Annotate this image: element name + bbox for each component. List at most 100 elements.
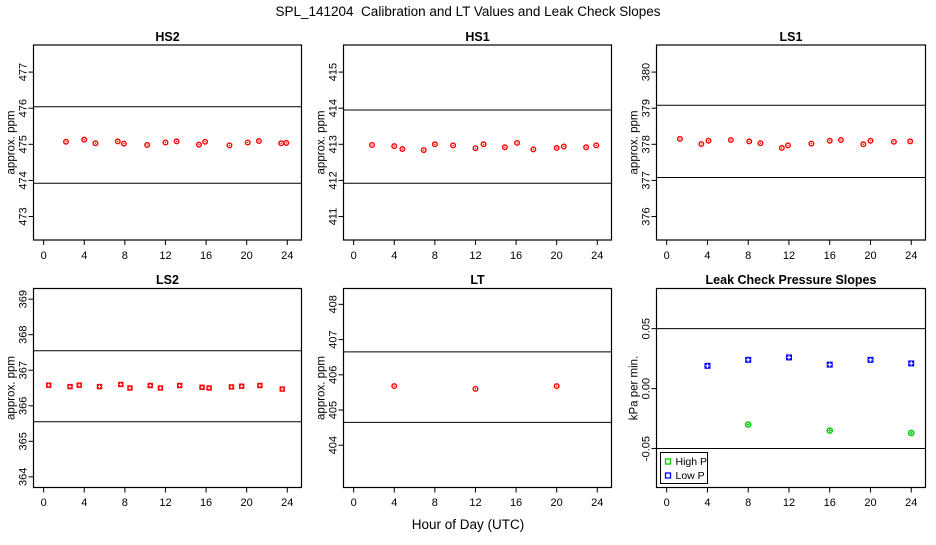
data-point-dot-icon <box>117 140 119 143</box>
y-tick-label: -0.05 <box>640 436 652 461</box>
x-tick-label: 24 <box>281 250 293 262</box>
data-point-plus-icon <box>207 386 211 390</box>
data-point-plus-icon <box>746 357 751 362</box>
data-point-plus-icon <box>909 361 914 366</box>
data-point-dot-icon <box>679 138 681 140</box>
data-point-dot-icon <box>555 385 558 387</box>
x-tick-label: 16 <box>200 497 212 509</box>
data-point-dot-icon <box>555 147 558 149</box>
x-tick-label: 20 <box>551 497 563 509</box>
x-tick-label: 24 <box>591 497 603 509</box>
x-axis-title: Hour of Day (UTC) <box>411 517 525 532</box>
x-tick-label: 0 <box>41 250 47 262</box>
data-point-dot-icon <box>258 140 260 142</box>
legend: High P Low P <box>660 452 708 484</box>
y-tick-label: 411 <box>327 208 339 226</box>
y-tick-label: 414 <box>327 99 339 117</box>
y-tick-label: 407 <box>327 330 339 348</box>
data-point-plus-icon <box>77 383 81 387</box>
data-point-dot-icon <box>164 141 167 144</box>
x-tick-label: 4 <box>81 250 87 262</box>
x-tick-label: 12 <box>783 497 795 509</box>
data-point-dot-icon <box>730 139 732 141</box>
x-tick-label: 4 <box>704 250 710 262</box>
y-tick-label: 365 <box>17 432 29 450</box>
x-tick-label: 20 <box>864 497 876 509</box>
y-tick-label: 376 <box>640 207 652 225</box>
x-tick-label: 12 <box>469 250 481 262</box>
data-point-plus-icon <box>240 384 244 388</box>
x-tick-label: 12 <box>469 497 481 509</box>
data-point-dot-icon <box>371 144 373 146</box>
data-point-dot-icon <box>869 139 872 142</box>
ls1-series-0 <box>676 135 914 151</box>
data-point-dot-icon <box>146 144 148 146</box>
panel-lt: 0 4 8 12 16 20 24 404 405 406 407 408 LT approx. ppm <box>316 273 613 509</box>
data-point-dot-icon <box>285 142 287 144</box>
data-point-plus-icon <box>827 362 832 367</box>
x-tick-label: 4 <box>81 497 87 509</box>
data-point-plus-icon <box>119 383 123 386</box>
x-tick-label: 20 <box>241 497 253 509</box>
x-tick-label: 4 <box>704 497 710 509</box>
x-tick-label: 8 <box>432 497 438 509</box>
leak-series-1 <box>704 354 915 369</box>
x-tick-label: 12 <box>783 250 795 262</box>
data-point-dot-icon <box>393 145 395 147</box>
panel-title: LS1 <box>780 30 803 44</box>
data-point-dot-icon <box>595 144 597 147</box>
data-point-dot-icon <box>563 145 565 148</box>
x-tick-label: 12 <box>159 250 171 262</box>
x-tick-label: 16 <box>200 250 212 262</box>
y-tick-label: 366 <box>17 397 29 415</box>
y-axis-label: approx. ppm <box>316 356 328 420</box>
data-point-dot-icon <box>83 138 85 141</box>
data-point-dot-icon <box>829 139 831 142</box>
data-point-dot-icon <box>228 144 231 147</box>
data-point-plus-icon <box>178 384 182 387</box>
y-tick-label: 477 <box>17 63 29 81</box>
y-tick-label: 476 <box>17 99 29 117</box>
y-tick-label: 408 <box>327 295 339 313</box>
x-tick-label: 0 <box>351 497 357 509</box>
data-point-plus-icon <box>158 386 162 390</box>
x-tick-label: 20 <box>241 250 253 262</box>
leak-series-0 <box>744 421 915 437</box>
x-tick-label: 4 <box>391 497 397 509</box>
data-point-plus-icon <box>280 387 284 391</box>
data-point-dot-icon <box>198 143 200 146</box>
data-point-dot-icon <box>748 140 750 143</box>
data-point-dot-icon <box>401 148 404 150</box>
data-point-plus-icon <box>868 357 873 362</box>
x-tick-label: 24 <box>905 497 917 509</box>
data-point-dot-icon <box>700 143 703 145</box>
x-tick-label: 16 <box>510 250 522 262</box>
x-tick-label: 24 <box>281 497 293 509</box>
data-point-dot-icon <box>532 148 535 151</box>
panel-hs1: 0 4 8 12 16 20 24 411 412 413 414 415 HS1 approx. ppm <box>316 30 613 262</box>
y-axis-label: approx. ppm <box>6 111 18 175</box>
x-tick-label: 20 <box>864 250 876 262</box>
x-tick-label: 20 <box>551 250 563 262</box>
panel-title: HS1 <box>465 30 489 44</box>
x-tick-label: 4 <box>391 250 397 262</box>
data-point-dot-icon <box>585 146 587 148</box>
y-tick-label: 0.05 <box>640 318 652 339</box>
x-tick-label: 24 <box>905 250 917 262</box>
x-tick-label: 8 <box>745 497 751 509</box>
data-point-dot-icon <box>474 147 477 149</box>
panel-title: Leak Check Pressure Slopes <box>706 273 877 287</box>
y-tick-label: 364 <box>17 468 29 486</box>
data-point-plus-icon <box>705 363 710 368</box>
y-tick-label: 412 <box>327 171 339 189</box>
data-point-dot-icon <box>482 143 485 146</box>
data-point-dot-icon <box>393 385 395 387</box>
panel-ls2: 0 4 8 12 16 20 24 364 365 366 367 368 369 LS2 approx. … <box>6 273 303 509</box>
y-tick-label: 379 <box>640 99 652 117</box>
data-point-dot-icon <box>204 141 206 143</box>
y-axis-label: kPa per min. <box>629 356 641 421</box>
data-point-dot-icon <box>452 144 454 147</box>
data-point-plus-icon <box>47 383 51 387</box>
ls2-series-0 <box>46 381 285 392</box>
